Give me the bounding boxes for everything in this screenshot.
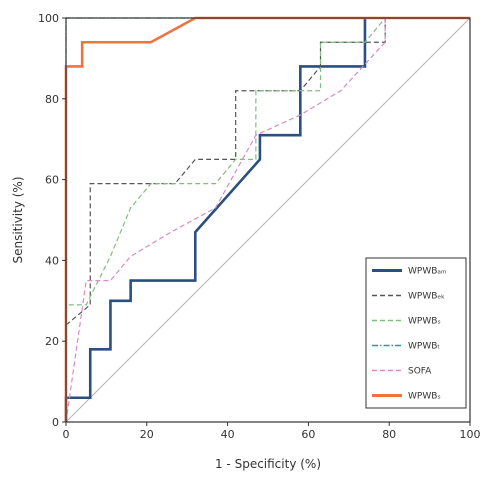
- x-tick-label: 40: [221, 428, 235, 441]
- legend-label: WPWBₛ: [408, 392, 441, 402]
- x-tick-label: 0: [63, 428, 70, 441]
- series-line-5: [65, 18, 386, 423]
- reference-layer: [65, 17, 471, 423]
- legend-box: [365, 257, 467, 409]
- x-axis-title: 1 - Specificity (%): [215, 457, 321, 471]
- y-tick-label: 80: [45, 93, 59, 106]
- series-line-6: [64, 16, 470, 422]
- legend: WPWBₐₘ WPWBₑₖ WPWBₛ WPWBₜ SOFA WPWBₛ: [365, 257, 467, 409]
- y-axis-title: Sensitivity (%): [11, 176, 25, 263]
- y-tick-label: 0: [52, 416, 59, 429]
- series-line-2: [65, 18, 386, 326]
- x-tick-label: 80: [382, 428, 396, 441]
- legend-label: WPWBₛ: [408, 317, 441, 327]
- plot-frame: [65, 17, 471, 423]
- legend-label: WPWBₑₖ: [408, 292, 445, 302]
- legend-label: WPWBₜ: [408, 342, 440, 352]
- tick-layer: 0 20 40 60 80 100 0 20 40 60 80 100: [38, 12, 481, 441]
- y-tick-label: 20: [45, 335, 59, 348]
- series-line-1: [64, 18, 367, 422]
- x-tick-label: 20: [140, 428, 154, 441]
- series-line-3: [65, 17, 386, 422]
- y-tick-label: 100: [38, 12, 59, 25]
- x-tick-label: 60: [301, 428, 315, 441]
- legend-label: SOFA: [408, 367, 432, 377]
- legend-label: WPWBₐₘ: [408, 267, 447, 277]
- x-tick-label: 100: [460, 428, 481, 441]
- y-tick-label: 60: [45, 174, 59, 187]
- y-tick-label: 40: [45, 254, 59, 267]
- reference-diagonal-line: [65, 17, 471, 423]
